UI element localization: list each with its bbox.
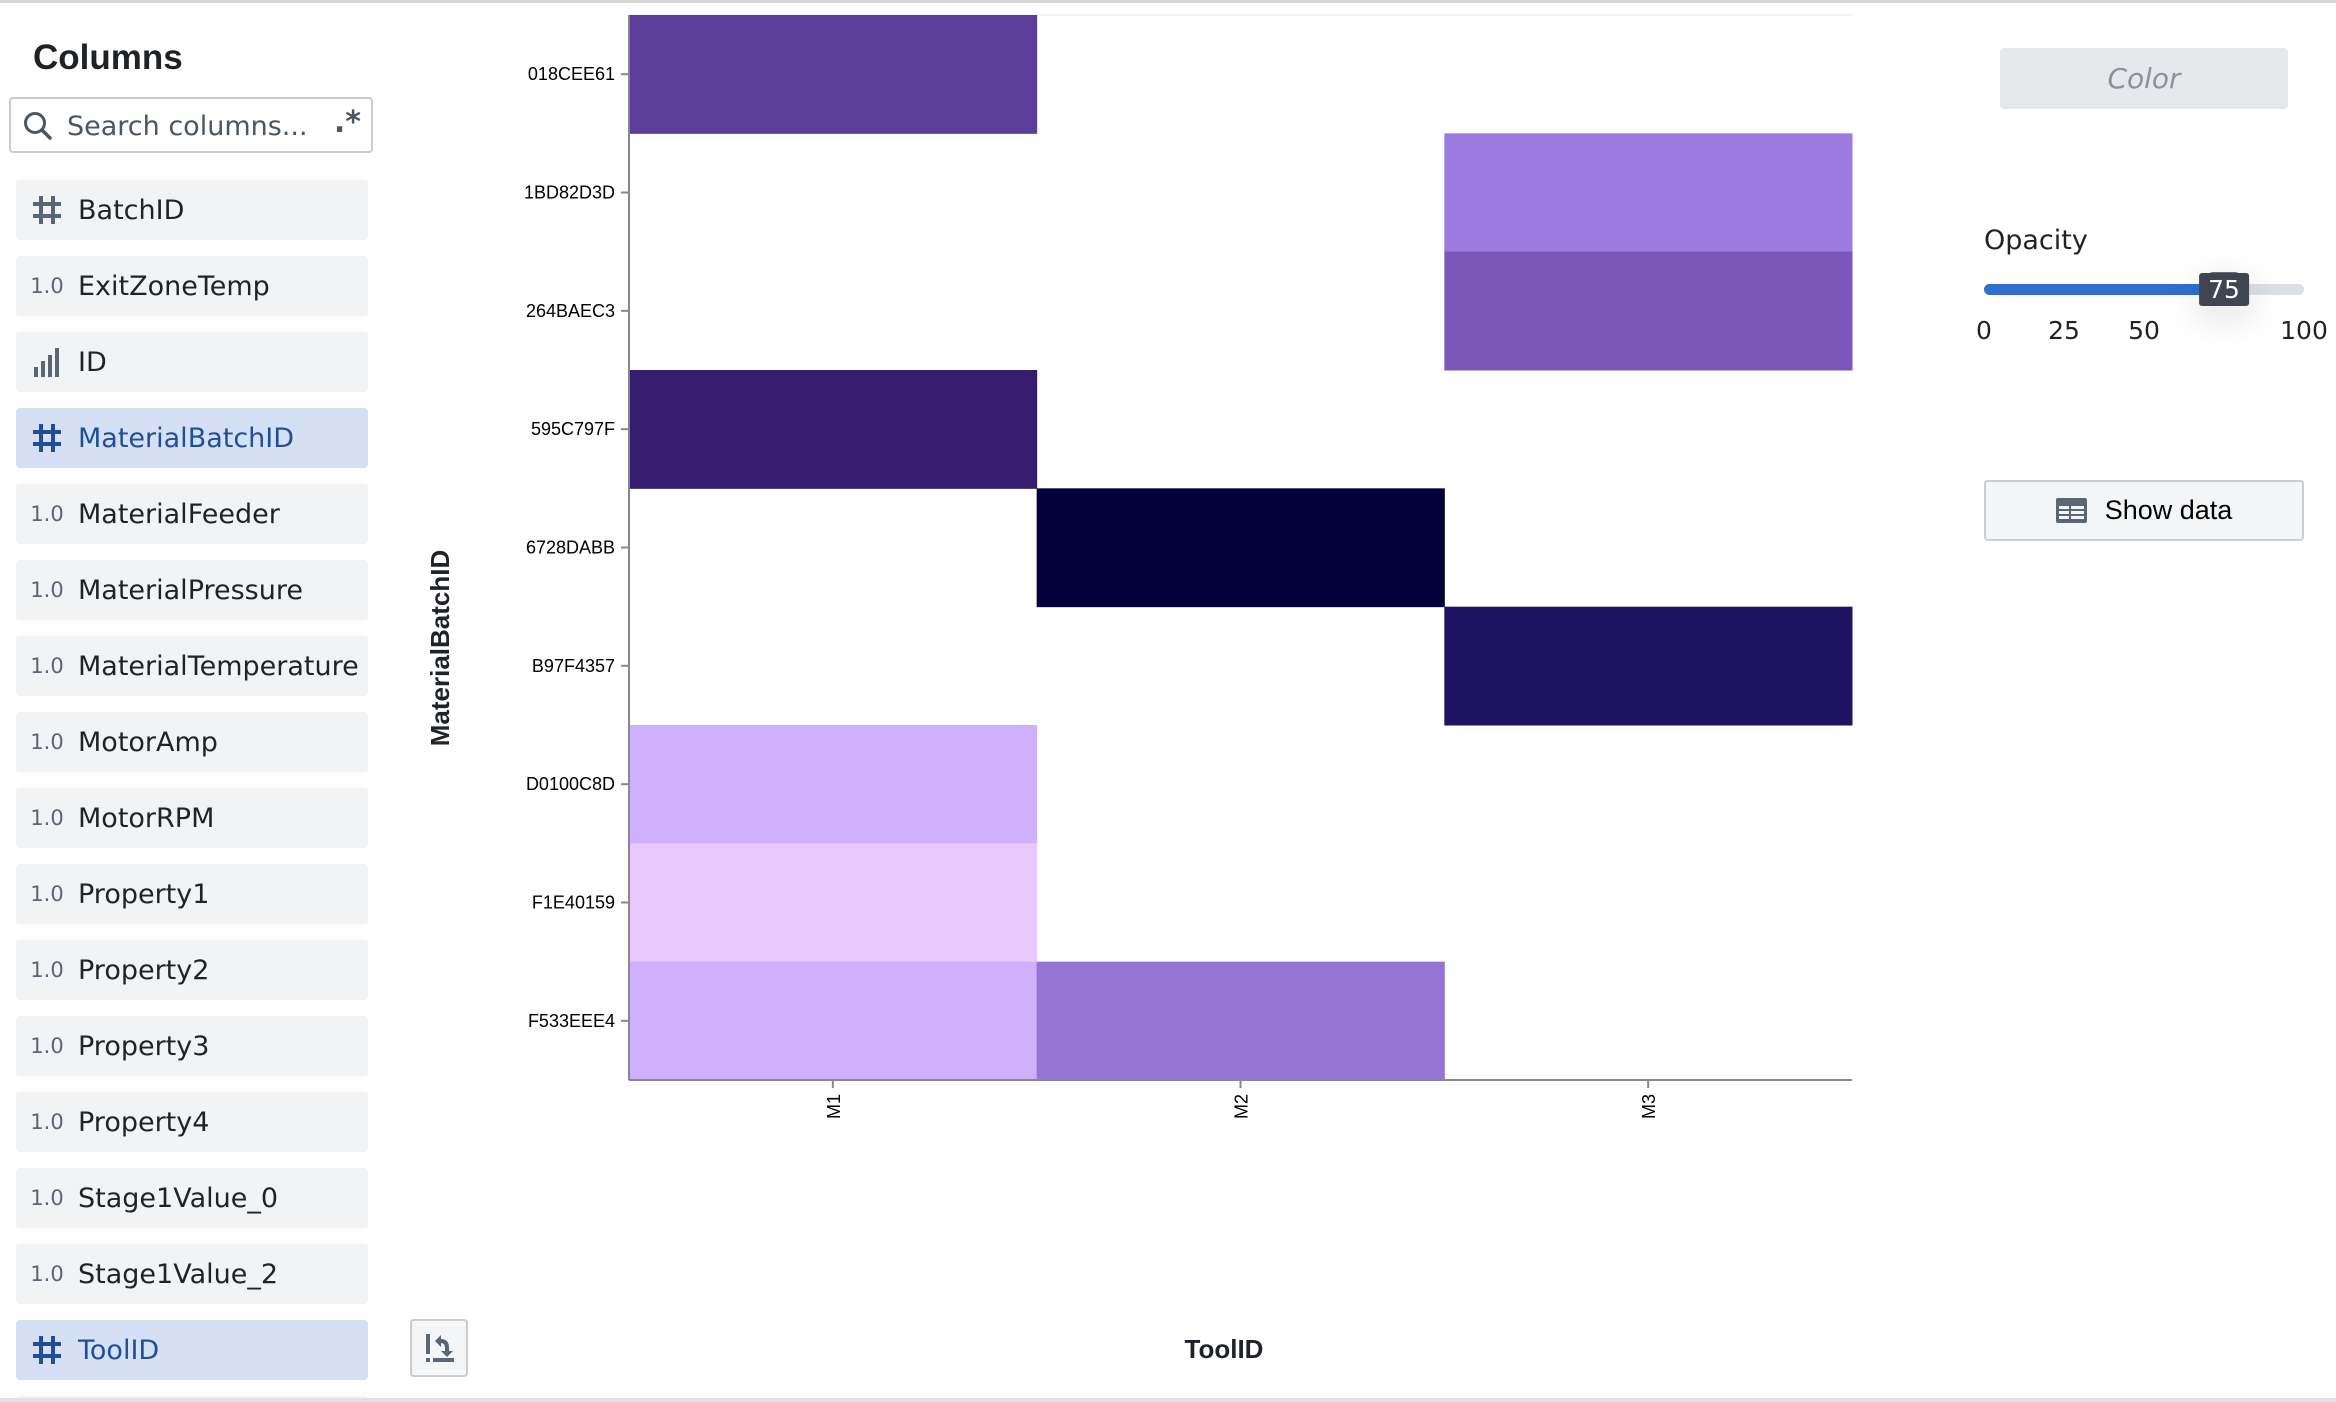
column-item-label: Property2 <box>78 954 210 986</box>
column-item-property3[interactable]: 1.0 Property3 <box>16 1016 368 1076</box>
opacity-slider[interactable] <box>1984 272 2304 306</box>
heatmap-cell[interactable] <box>629 15 1038 134</box>
columns-title: Columns <box>33 38 183 77</box>
column-item-label: MaterialFeeder <box>78 498 280 530</box>
search-icon <box>24 112 52 140</box>
opacity-tick-label: 50 <box>2128 316 2160 345</box>
hash-icon <box>28 195 66 225</box>
y-tick-label: 264BAEC3 <box>526 301 615 321</box>
table-icon <box>2055 498 2087 523</box>
column-item-stage1value_0[interactable]: 1.0 Stage1Value_0 <box>16 1168 368 1228</box>
numeric-type-icon: 1.0 <box>30 806 64 830</box>
y-tick-label: 1BD82D3D <box>524 183 615 203</box>
heatmap-cell[interactable] <box>629 961 1038 1081</box>
opacity-slider-fill <box>1984 284 2224 295</box>
y-tick-label: B97F4357 <box>532 656 615 676</box>
numeric-type-icon: 1.0 <box>30 502 64 526</box>
column-item-label: Property4 <box>78 1106 210 1138</box>
x-tick-label: M3 <box>1639 1094 1659 1119</box>
y-tick-label: 595C797F <box>531 419 615 439</box>
column-item-label: Stage1Value_0 <box>78 1182 279 1214</box>
heatmap-cell[interactable] <box>629 725 1038 844</box>
column-item-label: Property3 <box>78 1030 210 1062</box>
heatmap-cell[interactable] <box>1444 606 1853 726</box>
column-item-label: MaterialTemperature <box>78 650 359 682</box>
heatmap-cell[interactable] <box>1444 133 1853 253</box>
y-tick-label: F533EEE4 <box>528 1011 615 1031</box>
column-item-id[interactable]: ID <box>16 332 368 392</box>
column-item-property1[interactable]: 1.0 Property1 <box>16 864 368 924</box>
column-item-materialfeeder[interactable]: 1.0 MaterialFeeder <box>16 484 368 544</box>
column-item-label: Property1 <box>78 878 210 910</box>
column-item-label: MotorAmp <box>78 726 218 758</box>
heatmap-cell[interactable] <box>1036 961 1445 1081</box>
heatmap-cell[interactable] <box>629 370 1038 489</box>
opacity-tick-label: 25 <box>2048 316 2080 345</box>
column-item-materialtemperature[interactable]: 1.0 MaterialTemperature <box>16 636 368 696</box>
search-columns-box[interactable]: .* <box>9 97 373 153</box>
swap-axes-button[interactable] <box>410 1319 468 1377</box>
bottom-divider <box>0 1398 2336 1402</box>
numeric-type-icon: 1.0 <box>30 1110 64 1134</box>
column-item-label: ExitZoneTemp <box>78 270 270 302</box>
numeric-type-icon: 1.0 <box>30 730 64 754</box>
column-item-property4[interactable]: 1.0 Property4 <box>16 1092 368 1152</box>
show-data-label: Show data <box>2104 495 2233 525</box>
hash-icon <box>28 423 66 453</box>
y-tick-label: 018CEE61 <box>528 64 615 84</box>
column-item-exitzonetemp[interactable]: 1.0 ExitZoneTemp <box>16 256 368 316</box>
swap-axes-icon <box>426 1334 454 1362</box>
column-item-label: BatchID <box>78 194 185 226</box>
show-data-button[interactable]: Show data <box>1984 480 2304 541</box>
search-columns-input[interactable] <box>67 107 307 145</box>
heatmap-cell[interactable] <box>1444 251 1853 371</box>
column-item-label: MotorRPM <box>78 802 215 834</box>
opacity-value-tooltip: 75 <box>2199 273 2249 306</box>
y-tick-label: 6728DABB <box>526 538 615 558</box>
column-item-batchid[interactable]: BatchID <box>16 180 368 240</box>
numeric-type-icon: 1.0 <box>30 654 64 678</box>
column-item-materialpressure[interactable]: 1.0 MaterialPressure <box>16 560 368 620</box>
opacity-tick-label: 100 <box>2280 316 2328 345</box>
bar-chart-icon <box>28 347 66 377</box>
numeric-type-icon: 1.0 <box>30 1186 64 1210</box>
numeric-type-icon: 1.0 <box>30 274 64 298</box>
column-item-toolid[interactable]: ToolID <box>16 1320 368 1380</box>
hash-icon <box>28 1335 66 1365</box>
y-tick-label: F1E40159 <box>532 893 615 913</box>
column-item-motoramp[interactable]: 1.0 MotorAmp <box>16 712 368 772</box>
column-item-materialbatchid[interactable]: MaterialBatchID <box>16 408 368 468</box>
color-button[interactable]: Color <box>2000 48 2288 109</box>
column-list: BatchID 1.0 ExitZoneTemp ID MaterialBatchID 1… <box>16 180 368 1398</box>
heatmap-cell[interactable] <box>1036 488 1445 608</box>
column-item-property2[interactable]: 1.0 Property2 <box>16 940 368 1000</box>
x-tick-label: M2 <box>1232 1094 1252 1119</box>
column-item-label: Stage1Value_2 <box>78 1258 279 1290</box>
numeric-type-icon: 1.0 <box>30 958 64 982</box>
top-divider <box>0 0 2336 3</box>
column-item-label: ID <box>78 346 107 378</box>
column-item-label: MaterialBatchID <box>78 422 295 454</box>
numeric-type-icon: 1.0 <box>30 1034 64 1058</box>
opacity-label: Opacity <box>1984 225 2088 256</box>
y-axis-title: MaterialBatchID <box>425 550 455 747</box>
x-axis-title: ToolID <box>1185 1334 1264 1364</box>
y-tick-label: D0100C8D <box>526 774 615 794</box>
column-item-label: ToolID <box>78 1334 160 1366</box>
regex-toggle-icon[interactable]: .* <box>333 105 361 140</box>
heatmap-chart: 018CEE61 1BD82D3D 264BAEC3 595C797F 6728DABB… <box>425 14 1853 1364</box>
numeric-type-icon: 1.0 <box>30 1262 64 1286</box>
heatmap-cell[interactable] <box>629 843 1038 963</box>
x-tick-label: M1 <box>824 1094 844 1119</box>
opacity-tick-label: 0 <box>1976 316 1992 345</box>
column-item-motorrpm[interactable]: 1.0 MotorRPM <box>16 788 368 848</box>
column-item-partial[interactable] <box>16 1396 368 1398</box>
numeric-type-icon: 1.0 <box>30 882 64 906</box>
column-item-stage1value_2[interactable]: 1.0 Stage1Value_2 <box>16 1244 368 1304</box>
column-item-label: MaterialPressure <box>78 574 303 606</box>
numeric-type-icon: 1.0 <box>30 578 64 602</box>
